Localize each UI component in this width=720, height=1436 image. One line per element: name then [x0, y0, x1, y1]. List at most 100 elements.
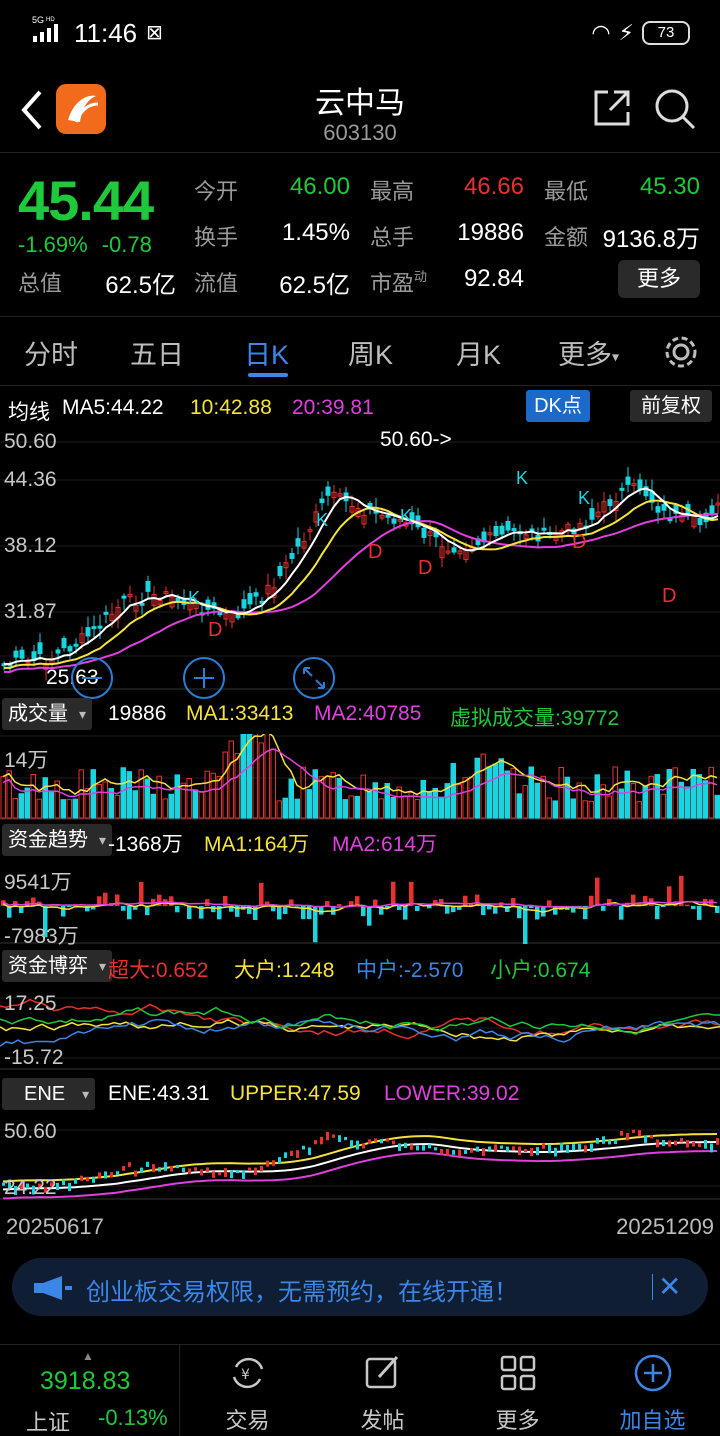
candle-body — [409, 512, 415, 525]
capital-flow-bar — [97, 896, 102, 906]
nav-post[interactable]: 发帖 — [315, 1345, 450, 1436]
index-ticker[interactable]: ▲ 3918.83 上证 -0.13% — [0, 1345, 180, 1436]
end-date: 20251209 — [616, 1214, 714, 1239]
capital-flow-bar — [451, 906, 456, 913]
fullscreen-icon[interactable] — [290, 656, 340, 700]
capital-flow-bar — [697, 906, 702, 920]
zoom-in-icon[interactable] — [180, 656, 230, 700]
volume-bar — [234, 753, 240, 819]
more-quote-button[interactable]: 更多 — [618, 260, 700, 298]
ma-title: 均线 — [8, 401, 50, 424]
dk-point-button[interactable]: DK点 — [526, 390, 590, 422]
capital-flow-bar — [619, 906, 624, 920]
tab-weekly-k[interactable]: 周K — [348, 340, 394, 370]
volume-indicator-button[interactable]: 成交量 — [2, 698, 92, 730]
ene-chart[interactable] — [0, 1114, 720, 1200]
volume-chart[interactable] — [0, 734, 720, 820]
ma5-value: MA5:44.22 — [62, 396, 164, 419]
divider — [0, 152, 720, 153]
ene-button[interactable]: ENE — [2, 1078, 96, 1110]
capital-trend-chart[interactable] — [0, 860, 720, 944]
volume-bar — [342, 799, 348, 819]
ene-candle — [404, 1142, 407, 1149]
ene-candle — [716, 1138, 719, 1145]
ene-candle — [686, 1140, 689, 1148]
candle-body — [493, 525, 499, 537]
capital-game-button[interactable]: 资金博弈 — [2, 950, 112, 982]
volume-bar — [654, 774, 660, 819]
volume-bar — [504, 770, 510, 819]
candle-body — [103, 611, 109, 615]
expand-icon: ▲ — [82, 1349, 94, 1363]
d-point-marker: D — [418, 557, 432, 579]
volume-bar — [540, 775, 546, 819]
capital-flow-bar — [91, 906, 96, 910]
promo-banner[interactable]: 创业板交易权限，无需预约，在线开通！ ✕ — [12, 1258, 708, 1316]
volume-bar — [126, 771, 132, 819]
ene-candle — [278, 1157, 281, 1164]
nav-more[interactable]: 更多 — [450, 1345, 585, 1436]
volume-bar — [600, 784, 606, 819]
volume-bar — [42, 777, 48, 819]
volume-bar — [186, 778, 192, 819]
volume-bar — [138, 769, 144, 819]
open-label: 今开 — [194, 179, 239, 204]
capital-game-chart[interactable] — [0, 986, 720, 1070]
post-label: 发帖 — [360, 1408, 405, 1433]
capital-trend-button[interactable]: 资金趋势 — [2, 824, 112, 856]
capital-flow-bar — [361, 906, 366, 917]
candle-body — [139, 602, 145, 606]
ma10-line — [3, 499, 719, 669]
volume-bar — [246, 734, 252, 819]
share-icon[interactable] — [590, 86, 634, 130]
volume-bar — [24, 787, 30, 819]
candle-body — [325, 486, 331, 496]
volume-bar — [258, 742, 264, 819]
ene-candle — [698, 1143, 701, 1148]
ene-candle — [26, 1183, 29, 1189]
candle-body — [331, 491, 337, 499]
ene-candle — [140, 1167, 143, 1173]
tab-five-day[interactable]: 五日 — [130, 340, 184, 370]
change-percent: -1.69% — [18, 232, 88, 257]
large-value: 大户:1.248 — [234, 959, 335, 982]
low-label: 最低 — [544, 179, 589, 204]
tab-intraday[interactable]: 分时 — [24, 340, 78, 370]
index-change: -0.13% — [98, 1405, 168, 1430]
ene-value: ENE:43.31 — [108, 1082, 210, 1105]
volume-label: 总手 — [370, 225, 415, 250]
back-icon[interactable] — [18, 88, 46, 132]
candle-body — [619, 487, 625, 491]
nav-add-watchlist[interactable]: 加自选 — [585, 1345, 720, 1436]
volume-bar — [264, 734, 270, 819]
ene-candle — [488, 1146, 491, 1151]
capital-flow-bar — [427, 906, 432, 909]
volume-bar — [576, 782, 582, 819]
volume-bar — [582, 800, 588, 819]
search-icon[interactable] — [652, 86, 698, 132]
ene-candle — [38, 1183, 41, 1188]
gear-icon[interactable] — [662, 333, 700, 371]
volume-bar — [84, 788, 90, 819]
candle-body — [631, 483, 637, 487]
volume-bar — [72, 798, 78, 819]
nav-trade[interactable]: ¥ 交易 — [180, 1345, 315, 1436]
tab-more[interactable]: 更多▾ — [558, 340, 620, 370]
capital-game-y-top: 17.25 — [4, 992, 57, 1015]
svg-text:5G: 5G — [32, 15, 44, 25]
ma10-value: 10:42.88 — [190, 396, 272, 419]
ene-candle — [398, 1143, 401, 1151]
volume-bar — [402, 795, 408, 819]
change-amount: -0.78 — [101, 232, 152, 257]
adjust-button[interactable]: 前复权 — [630, 390, 712, 422]
tab-daily-k[interactable]: 日K — [244, 340, 290, 370]
close-icon[interactable]: ✕ — [658, 1271, 682, 1302]
zoom-out-icon[interactable] — [68, 656, 118, 700]
capital-flow-bar — [127, 906, 132, 920]
candle-body — [265, 584, 271, 595]
tab-monthly-k[interactable]: 月K — [456, 340, 502, 370]
volume-bar — [168, 793, 174, 819]
capital-flow-bar — [571, 906, 576, 913]
volume-ma2: MA2:40785 — [314, 702, 422, 725]
